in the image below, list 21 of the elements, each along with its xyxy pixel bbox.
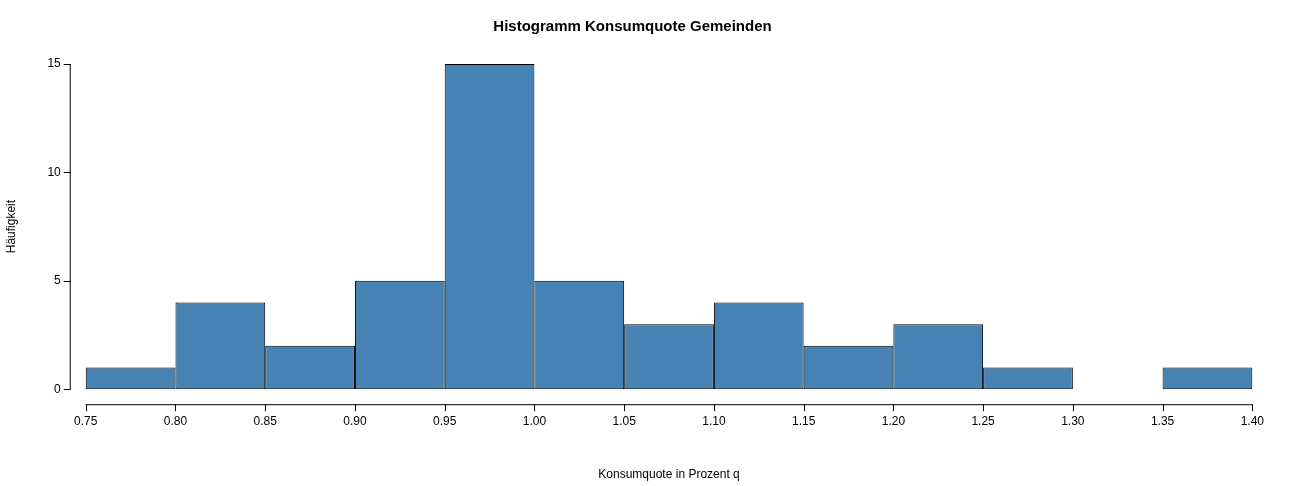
x-tick-label: 1.40 (1240, 413, 1265, 428)
y-tick-label: 10 (47, 164, 62, 179)
x-tick-label: 1.10 (702, 413, 726, 428)
x-tick-label: 1.05 (612, 413, 637, 428)
x-tick-label: 0.85 (253, 413, 278, 428)
y-axis-title: Häufigkeit (3, 199, 18, 254)
x-tick-label: 1.30 (1061, 413, 1085, 428)
y-tick-label: 15 (47, 56, 62, 71)
x-tick-label: 1.25 (971, 413, 996, 428)
x-tick-label: 1.00 (522, 413, 547, 428)
x-tick-label: 0.95 (433, 413, 457, 428)
y-tick-label: 0 (54, 381, 62, 396)
x-tick-label: 1.15 (791, 413, 816, 428)
x-tick-label: 0.80 (163, 413, 188, 428)
y-tick-label: 5 (54, 273, 62, 288)
chart-title: Histogramm Konsumquote Gemeinden (493, 17, 772, 35)
x-tick-label: 0.90 (343, 413, 367, 428)
x-tick-label: 0.75 (74, 413, 98, 428)
x-tick-label: 1.20 (881, 413, 906, 428)
x-tick-label: 1.35 (1150, 413, 1175, 428)
x-axis-title: Konsumquote in Prozent q (598, 467, 740, 482)
